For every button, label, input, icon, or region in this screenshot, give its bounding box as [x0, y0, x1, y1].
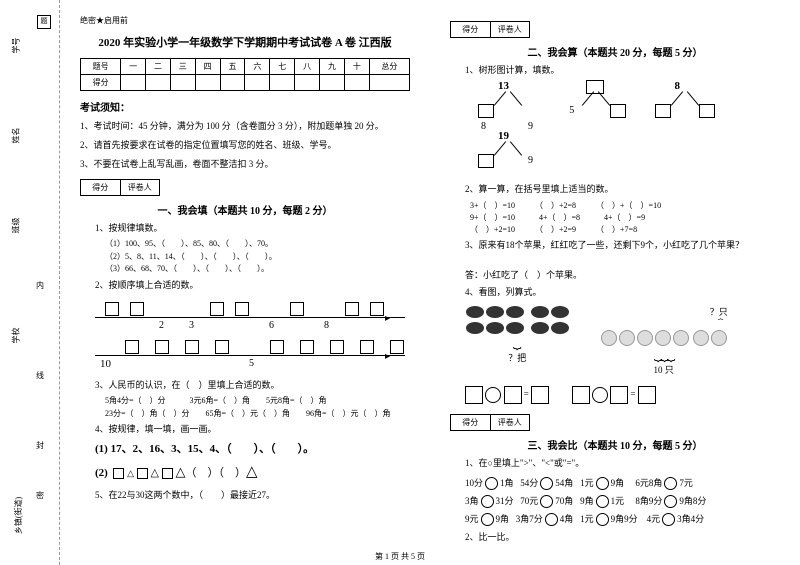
section1-title: 一、我会填（本题共 10 分，每题 2 分）: [80, 202, 410, 217]
score-label: 得分: [451, 415, 491, 430]
score-label: 得分: [81, 180, 121, 195]
th: 六: [245, 59, 270, 75]
right-column: 得分 评卷人 二、我会算（本题共 20 分，每题 5 分） 1、树形图计算，填数…: [430, 0, 800, 565]
picture-row: ⏟ ？把 ？只 ⏞ ⏟⏟⏟ 10 只: [465, 305, 765, 376]
th: 二: [146, 59, 171, 75]
grader-label: 评卷人: [491, 22, 530, 37]
th: 四: [195, 59, 220, 75]
number-line-2: ▸ 10 5: [95, 340, 410, 370]
th: 题号: [81, 59, 121, 75]
th: 九: [320, 59, 345, 75]
margin-label: 乡镇(街道): [13, 497, 24, 534]
score-label: 得分: [451, 22, 491, 37]
margin-inner: 内: [36, 280, 44, 291]
grader-label: 评卷人: [491, 415, 530, 430]
exam-page: 学号 题 姓名 班级 内 学校 线 封 乡镇(街道) 密 绝密★启用前 2020…: [0, 0, 800, 565]
q4: 4、按规律，填一填，画一画。: [95, 422, 410, 437]
th: 三: [170, 59, 195, 75]
pic-group-1: ⏟ ？把: [465, 305, 570, 376]
notice-item: 3、不要在试卷上乱写乱画，卷面不整洁扣 3 分。: [80, 156, 410, 172]
pic-group-2: ？只 ⏞ ⏟⏟⏟ 10 只: [600, 305, 728, 376]
margin-box: 题: [37, 15, 51, 29]
th: 总分: [369, 59, 409, 75]
score-mini-box: 得分 评卷人: [450, 21, 530, 38]
s2-q2: 2、算一算，在括号里填上适当的数。: [465, 182, 780, 197]
s3-q2: 2、比一比。: [465, 530, 780, 545]
q3-item: 5角4分=（ ）分 3元6角=（ ）角 5元8角=（ ）角: [105, 395, 410, 408]
tree-row: 13 8 9 5 8 19: [465, 80, 780, 180]
grader-label: 评卷人: [121, 180, 160, 195]
comp-row: 9元9角 3角7分4角 1元9角9分 4元3角4分: [465, 510, 780, 528]
q1: 1、按规律填数。: [95, 221, 410, 236]
score-table: 题号 一 二 三 四 五 六 七 八 九 十 总分 得分: [80, 58, 410, 91]
q3: 3、人民币的认识，在（ ）里填上合适的数。: [95, 378, 410, 393]
q1-item: （1）100、95、（ ）、85、80、（ ）、70。: [105, 238, 410, 251]
content-area: 绝密★启用前 2020 年实验小学一年级数学下学期期中考试试卷 A 卷 江西版 …: [60, 0, 800, 565]
q4-2: (2) △ △ △（ ）（ ）△: [95, 460, 410, 486]
left-column: 绝密★启用前 2020 年实验小学一年级数学下学期期中考试试卷 A 卷 江西版 …: [60, 0, 430, 565]
margin-label: 学号: [11, 38, 22, 54]
margin-label: 班级: [11, 218, 22, 234]
equation-row: = =: [465, 386, 765, 404]
q1-item: （3）66、68、70、（ ）、（ ）、（ ）。: [105, 263, 410, 276]
s2-q3: 3、原来有18个苹果，红红吃了一些，还剩下9个，小红吃了几个苹果？: [465, 238, 780, 253]
q2: 2、按顺序填上合适的数。: [95, 278, 410, 293]
tree-4: 19 9: [473, 130, 543, 180]
s2-q4: 4、看图，列算式。: [465, 285, 780, 300]
td: 得分: [81, 75, 121, 91]
section2-title: 二、我会算（本题共 20 分，每题 5 分）: [450, 44, 780, 59]
tree-2: 5: [561, 80, 631, 130]
page-footer: 第 1 页 共 5 页: [0, 551, 800, 562]
calc-row: 3+（ ）=10 （ ）+2=8 （ ）+（ ）=10: [470, 200, 780, 212]
number-line-1: ▸ 2 3 6 8: [95, 302, 410, 332]
margin-label: 姓名: [11, 128, 22, 144]
calc-row: 9+（ ）=10 4+（ ）=8 4+（ ）=9: [470, 212, 780, 224]
comp-row: 3角31分 70元70角 9角1元 8角9分9角8分: [465, 492, 780, 510]
th: 五: [220, 59, 245, 75]
notice-title: 考试须知：: [80, 99, 410, 114]
q1-item: （2）5、8、11、14、（ ）、（ ）、（ ）。: [105, 251, 410, 264]
margin-inner: 线: [36, 370, 44, 381]
th: 八: [295, 59, 320, 75]
q3-item: 23分=（ ）角（ ）分 65角=（ ）元（ ）角 96角=（ ）元（ ）角: [105, 408, 410, 421]
th: 七: [270, 59, 295, 75]
th: 十: [344, 59, 369, 75]
exam-title: 2020 年实验小学一年级数学下学期期中考试试卷 A 卷 江西版: [80, 34, 410, 50]
margin-label: 学校: [11, 328, 22, 344]
q4-1: (1) 17、2、16、3、15、4、（ ）、（ ）。: [95, 440, 410, 459]
notice-item: 2、请首先按要求在试卷的指定位置填写您的姓名、班级、学号。: [80, 137, 410, 153]
s2-q1: 1、树形图计算，填数。: [465, 63, 780, 78]
score-mini-box: 得分 评卷人: [80, 179, 160, 196]
margin-inner: 封: [36, 440, 44, 451]
section3-title: 三、我会比（本题共 10 分，每题 5 分）: [450, 437, 780, 452]
q5: 5、在22与30这两个数中，（ ）最接近27。: [95, 488, 410, 503]
comp-row: 10分1角 54分54角 1元9角 6元8角7元: [465, 474, 780, 492]
tree-3: 8: [650, 80, 720, 130]
binding-margin: 学号 题 姓名 班级 内 学校 线 封 乡镇(街道) 密: [0, 0, 60, 565]
tree-1: 13 8 9: [473, 80, 543, 130]
margin-inner: 密: [36, 490, 44, 501]
s3-q1: 1、在○里填上">"、"<"或"="。: [465, 456, 780, 471]
th: 一: [121, 59, 146, 75]
score-mini-box: 得分 评卷人: [450, 414, 530, 431]
s2-q3-ans: 答：小红吃了（ ）个苹果。: [465, 268, 780, 283]
calc-row: （ ）+2=10 （ ）+2=9 （ ）+7=8: [470, 224, 780, 236]
secret-label: 绝密★启用前: [80, 15, 410, 26]
notice-item: 1、考试时间：45 分钟，满分为 100 分（含卷面分 3 分），附加题单独 2…: [80, 118, 410, 134]
